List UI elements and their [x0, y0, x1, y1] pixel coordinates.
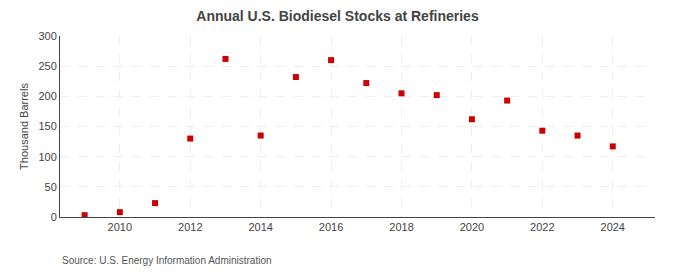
svg-text:2018: 2018 — [389, 221, 413, 233]
svg-text:2012: 2012 — [178, 221, 202, 233]
svg-text:2020: 2020 — [460, 221, 484, 233]
svg-text:250: 250 — [38, 60, 56, 72]
svg-text:100: 100 — [38, 151, 56, 163]
svg-text:2016: 2016 — [319, 221, 343, 233]
svg-text:2010: 2010 — [108, 221, 132, 233]
svg-text:300: 300 — [38, 30, 56, 42]
svg-text:2022: 2022 — [530, 221, 554, 233]
svg-text:2014: 2014 — [248, 221, 272, 233]
svg-text:50: 50 — [45, 181, 57, 193]
svg-text:150: 150 — [38, 120, 56, 132]
svg-text:Thousand Barrels: Thousand Barrels — [18, 83, 30, 170]
svg-text:Annual U.S. Biodiesel Stocks a: Annual U.S. Biodiesel Stocks at Refineri… — [196, 8, 479, 24]
svg-text:2024: 2024 — [601, 221, 625, 233]
svg-text:200: 200 — [38, 90, 56, 102]
svg-text:Source: U.S. Energy Informatio: Source: U.S. Energy Information Administ… — [62, 255, 272, 266]
svg-text:0: 0 — [51, 211, 57, 223]
